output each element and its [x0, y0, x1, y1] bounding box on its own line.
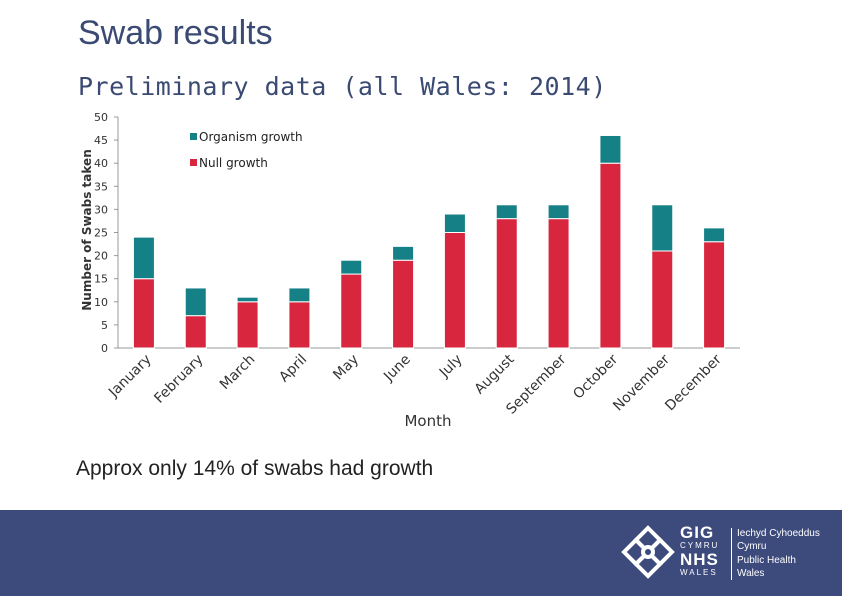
- bar-null-growth-july: [443, 232, 466, 349]
- page-subtitle: Preliminary data (all Wales: 2014): [78, 72, 607, 101]
- bar-null-growth-august: [495, 218, 518, 349]
- bar-organism-growth-april: [288, 287, 311, 303]
- bar-null-growth-december: [703, 241, 726, 349]
- nhs-wales-knot-icon: [621, 525, 675, 579]
- bar-organism-growth-march: [236, 296, 259, 303]
- org-english-line2: Wales: [737, 567, 765, 579]
- bar-organism-growth-december: [703, 227, 726, 243]
- y-tick-label: 30: [94, 203, 108, 216]
- bar-null-growth-february: [184, 315, 207, 349]
- legend-label-null-growth: Null growth: [199, 156, 268, 170]
- page-title: Swab results: [78, 14, 273, 52]
- y-tick-label: 45: [94, 134, 108, 147]
- x-tick-label: March: [217, 352, 258, 393]
- y-tick-label: 10: [94, 296, 108, 309]
- bar-null-growth-october: [599, 162, 622, 349]
- stacked-bar-chart: Number of Swabs taken 0 5 10 15 20 25 30 35 40 45…: [80, 111, 740, 430]
- bar-organism-growth-january: [132, 236, 155, 280]
- x-axis-label: Month: [404, 412, 451, 430]
- y-tick-label: 50: [94, 111, 108, 124]
- wales-text: WALES: [680, 568, 718, 577]
- x-tick-label: August: [472, 351, 518, 397]
- bar-null-growth-november: [651, 250, 674, 349]
- y-tick-label: 0: [101, 342, 108, 355]
- y-tick-label: 20: [94, 250, 108, 263]
- x-tick-label: June: [380, 352, 414, 386]
- bar-organism-growth-february: [184, 287, 207, 317]
- bar-null-growth-june: [392, 259, 415, 349]
- bar-organism-growth-may: [340, 259, 363, 275]
- bar-null-growth-january: [132, 278, 155, 349]
- legend-label-organism-growth: Organism growth: [199, 130, 303, 144]
- x-tick-label: February: [151, 352, 206, 407]
- legend-swatch-organism-growth: [190, 133, 197, 140]
- bar-organism-growth-october: [599, 134, 622, 164]
- x-tick-label: December: [662, 351, 725, 414]
- bar-organism-growth-september: [547, 204, 570, 220]
- x-tick-label: January: [105, 352, 155, 402]
- y-tick-label: 40: [94, 157, 108, 170]
- footer-divider: [731, 528, 732, 580]
- bar-null-growth-march: [236, 301, 259, 349]
- y-tick-label: 25: [94, 227, 108, 240]
- y-tick-label: 35: [94, 180, 108, 193]
- y-tick-label: 15: [94, 273, 108, 286]
- x-tick-label: October: [570, 351, 621, 402]
- org-welsh-line1: Iechyd Cyhoeddus: [737, 528, 820, 539]
- footer-banner: GIG CYMRU NHS WALES Iechyd Cyhoeddus Cym…: [0, 510, 842, 596]
- caption-text: Approx only 14% of swabs had growth: [76, 457, 434, 480]
- y-axis-label: Number of Swabs taken: [80, 149, 94, 310]
- bar-null-growth-april: [288, 301, 311, 349]
- bar-organism-growth-july: [443, 213, 466, 234]
- y-tick-label: 5: [101, 319, 108, 332]
- x-tick-label: July: [436, 352, 466, 382]
- bar-organism-growth-june: [392, 245, 415, 261]
- bar-null-growth-september: [547, 218, 570, 349]
- org-english-line1: Public Health: [737, 555, 796, 566]
- nhs-text: NHS: [680, 550, 719, 569]
- bar-null-growth-may: [340, 273, 363, 349]
- gig-text: GIG: [680, 523, 715, 542]
- x-tick-label: May: [330, 352, 362, 384]
- org-welsh-line2: Cymru: [737, 540, 767, 552]
- bar-organism-growth-november: [651, 204, 674, 252]
- cymru-text: CYMRU: [680, 541, 720, 550]
- x-tick-label: April: [276, 352, 310, 386]
- bar-organism-growth-august: [495, 204, 518, 220]
- legend-swatch-null-growth: [190, 159, 197, 166]
